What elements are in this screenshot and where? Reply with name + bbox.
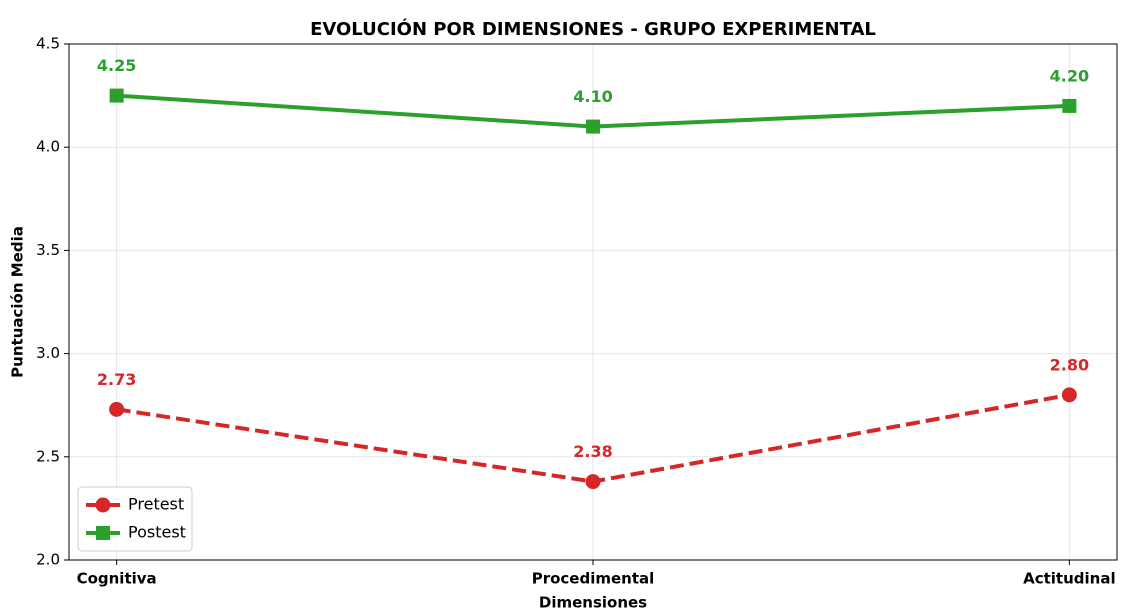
data-label: 4.20 [1050, 66, 1089, 85]
y-tick-label: 3.0 [36, 344, 60, 362]
marker [109, 401, 125, 417]
legend-marker [95, 497, 111, 513]
y-tick-label: 4.5 [36, 35, 60, 53]
marker [1062, 98, 1077, 113]
data-label: 2.80 [1050, 355, 1089, 374]
x-axis-label: Dimensiones [539, 594, 647, 612]
marker [585, 474, 601, 490]
x-tick-label: Actitudinal [1023, 570, 1115, 588]
y-tick-label: 4.0 [36, 138, 60, 156]
data-label: 2.73 [97, 370, 136, 389]
data-label: 2.38 [573, 442, 612, 461]
marker [586, 119, 600, 134]
marker [109, 88, 124, 103]
data-label: 4.25 [97, 56, 136, 75]
y-tick-label: 2.0 [36, 551, 60, 569]
legend-label: Pretest [128, 495, 184, 514]
plot-frame [68, 43, 1118, 561]
chart-title: EVOLUCIÓN POR DIMENSIONES - GRUPO EXPERI… [310, 18, 876, 40]
y-tick-label: 3.5 [36, 241, 60, 259]
marker [1061, 387, 1077, 403]
data-label: 4.10 [573, 87, 612, 106]
x-tick-label: Procedimental [532, 570, 655, 588]
y-axis-label: Puntuación Media [9, 226, 27, 378]
y-tick-label: 2.5 [36, 447, 60, 465]
x-tick-label: Cognitiva [77, 570, 157, 588]
legend-marker [96, 526, 110, 540]
legend-label: Postest [128, 523, 186, 542]
